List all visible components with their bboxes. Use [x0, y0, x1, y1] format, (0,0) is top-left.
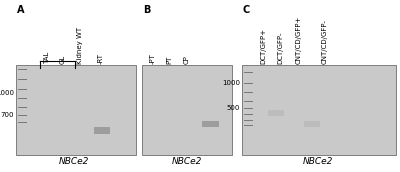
- Text: B: B: [143, 5, 150, 15]
- Text: 700: 700: [0, 112, 14, 118]
- Text: NBCe2: NBCe2: [59, 157, 89, 166]
- FancyBboxPatch shape: [16, 65, 136, 155]
- Text: CNT/CD/GFP-: CNT/CD/GFP-: [322, 19, 328, 64]
- Text: PT: PT: [167, 55, 173, 64]
- Text: DCT/GFP-: DCT/GFP-: [277, 31, 283, 64]
- Text: CNT/CD/GFP+: CNT/CD/GFP+: [296, 15, 302, 64]
- FancyBboxPatch shape: [304, 121, 320, 127]
- Text: A: A: [17, 5, 24, 15]
- Text: DCT/GFP+: DCT/GFP+: [260, 28, 266, 64]
- Text: NBCe2: NBCe2: [172, 157, 202, 166]
- Text: NBCe2: NBCe2: [303, 157, 333, 166]
- Text: Kidney WT: Kidney WT: [77, 26, 83, 64]
- Text: CP: CP: [184, 55, 190, 64]
- FancyBboxPatch shape: [142, 65, 232, 155]
- Text: C: C: [243, 5, 250, 15]
- FancyBboxPatch shape: [268, 110, 284, 116]
- Text: -PT: -PT: [150, 53, 156, 64]
- Text: TAL: TAL: [44, 51, 50, 64]
- Text: 1000: 1000: [0, 90, 14, 96]
- Text: -RT: -RT: [97, 53, 103, 64]
- FancyBboxPatch shape: [202, 121, 219, 127]
- Text: GL: GL: [60, 54, 66, 64]
- FancyBboxPatch shape: [94, 127, 110, 134]
- Text: 1000: 1000: [222, 80, 240, 85]
- FancyBboxPatch shape: [242, 65, 396, 155]
- Text: 500: 500: [227, 105, 240, 110]
